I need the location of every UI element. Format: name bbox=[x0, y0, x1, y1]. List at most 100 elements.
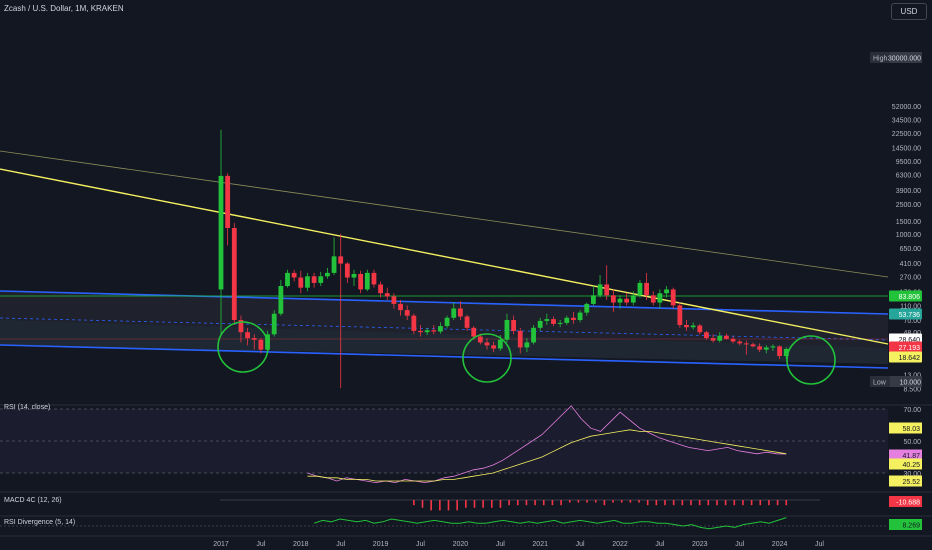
price-pane[interactable] bbox=[0, 0, 888, 403]
candle-body[interactable] bbox=[750, 344, 756, 347]
rsi-tick-label: 30.00 bbox=[903, 471, 921, 478]
candle-body[interactable] bbox=[677, 305, 683, 325]
candle-body[interactable] bbox=[358, 273, 364, 290]
candle-body[interactable] bbox=[630, 295, 636, 303]
candle-body[interactable] bbox=[338, 256, 344, 264]
candle-body[interactable] bbox=[544, 319, 550, 321]
rsidiv-panel-label[interactable]: RSI Divergence (5, 14) bbox=[4, 519, 76, 526]
candle-body[interactable] bbox=[637, 282, 643, 296]
candle-body[interactable] bbox=[511, 320, 516, 331]
candle-body[interactable] bbox=[644, 282, 649, 296]
candle-body[interactable] bbox=[278, 286, 284, 314]
time-axis[interactable]: 2017 Jul 2018 Jul 2019 Jul 2020 Jul 2021 Jul 2022 J… bbox=[213, 541, 824, 548]
candle-body[interactable] bbox=[617, 298, 623, 303]
candle-body[interactable] bbox=[271, 313, 277, 335]
candle-body[interactable] bbox=[431, 330, 437, 332]
price-axis[interactable]: 52000.00 34500.00 22500.00 14500.00 9500.00 6… bbox=[892, 104, 921, 393]
yellow-trendline[interactable] bbox=[0, 168, 889, 345]
candle-body[interactable] bbox=[557, 322, 563, 324]
candle-body[interactable] bbox=[351, 273, 357, 278]
candle-body[interactable] bbox=[251, 338, 257, 340]
candle-body[interactable] bbox=[218, 175, 224, 290]
candle-body[interactable] bbox=[451, 308, 457, 318]
candle-body[interactable] bbox=[704, 332, 709, 339]
candle-body[interactable] bbox=[730, 338, 736, 342]
candle-body[interactable] bbox=[291, 272, 297, 278]
upper-trendline[interactable] bbox=[0, 150, 889, 278]
candle-body[interactable] bbox=[650, 295, 656, 303]
candle-body[interactable] bbox=[444, 317, 450, 327]
candle-body[interactable] bbox=[524, 342, 530, 348]
candle-body[interactable] bbox=[531, 327, 536, 343]
candle-body[interactable] bbox=[491, 345, 497, 349]
candle-body[interactable] bbox=[664, 289, 669, 294]
candle-body[interactable] bbox=[597, 284, 603, 296]
candle-body[interactable] bbox=[564, 317, 570, 323]
candle-body[interactable] bbox=[245, 332, 250, 339]
candle-body[interactable] bbox=[743, 343, 749, 345]
candle-body[interactable] bbox=[591, 295, 596, 304]
candle-body[interactable] bbox=[225, 175, 231, 229]
candle-body[interactable] bbox=[584, 303, 590, 313]
candle-body[interactable] bbox=[577, 312, 583, 320]
candle-body[interactable] bbox=[777, 346, 782, 357]
candle-body[interactable] bbox=[657, 293, 663, 303]
candle-body[interactable] bbox=[285, 272, 290, 287]
candle-body[interactable] bbox=[364, 272, 370, 290]
candle-body[interactable] bbox=[477, 336, 483, 343]
candle-body[interactable] bbox=[783, 348, 789, 357]
marker-label: Low bbox=[873, 380, 887, 387]
channel-bottom-line[interactable] bbox=[0, 344, 889, 369]
candle-body[interactable] bbox=[231, 228, 237, 320]
rsi-panel-label[interactable]: RSI (14, close) bbox=[4, 404, 51, 411]
candle-body[interactable] bbox=[458, 308, 463, 317]
candle-body[interactable] bbox=[404, 310, 410, 316]
candle-body[interactable] bbox=[551, 319, 556, 324]
candle-body[interactable] bbox=[344, 263, 350, 278]
candle-body[interactable] bbox=[464, 316, 470, 328]
candle-body[interactable] bbox=[571, 317, 576, 320]
time-tick-label: Jul bbox=[256, 541, 265, 548]
candle-body[interactable] bbox=[770, 346, 776, 348]
candle-body[interactable] bbox=[305, 276, 310, 288]
candle-body[interactable] bbox=[697, 325, 703, 333]
candle-body[interactable] bbox=[690, 325, 696, 328]
candle-body[interactable] bbox=[624, 298, 630, 303]
candle-body[interactable] bbox=[325, 272, 330, 277]
candle-body[interactable] bbox=[438, 326, 443, 332]
candle-body[interactable] bbox=[384, 293, 390, 297]
candle-body[interactable] bbox=[371, 272, 377, 285]
candle-body[interactable] bbox=[331, 256, 337, 273]
candle-body[interactable] bbox=[537, 320, 543, 328]
candle-body[interactable] bbox=[717, 335, 723, 341]
macd-panel-label[interactable]: MACD 4C (12, 26) bbox=[4, 497, 62, 504]
candle-body[interactable] bbox=[238, 320, 244, 333]
candle-body[interactable] bbox=[398, 303, 403, 311]
candle-body[interactable] bbox=[604, 284, 610, 296]
candle-body[interactable] bbox=[298, 277, 304, 288]
channel-top-line[interactable] bbox=[0, 290, 889, 315]
candle-body[interactable] bbox=[471, 327, 477, 337]
candle-body[interactable] bbox=[391, 296, 397, 304]
candle-body[interactable] bbox=[610, 295, 616, 303]
candle-body[interactable] bbox=[418, 330, 423, 333]
candle-body[interactable] bbox=[684, 324, 689, 328]
candle-body[interactable] bbox=[378, 284, 383, 294]
candle-body[interactable] bbox=[497, 339, 503, 349]
candle-body[interactable] bbox=[311, 276, 317, 283]
candle-body[interactable] bbox=[411, 315, 417, 331]
candle-body[interactable] bbox=[670, 289, 676, 306]
candle-body[interactable] bbox=[757, 346, 763, 350]
candle-body[interactable] bbox=[484, 342, 490, 346]
candle-body[interactable] bbox=[504, 320, 510, 340]
candle-body[interactable] bbox=[424, 330, 430, 333]
candle-body[interactable] bbox=[763, 347, 769, 350]
candle-body[interactable] bbox=[737, 341, 743, 344]
candle-body[interactable] bbox=[318, 276, 324, 283]
candle-body[interactable] bbox=[517, 330, 523, 348]
candle-body[interactable] bbox=[710, 338, 716, 341]
currency-button[interactable]: USD bbox=[891, 3, 927, 20]
candle-body[interactable] bbox=[724, 335, 729, 339]
candle-body[interactable] bbox=[258, 339, 264, 350]
